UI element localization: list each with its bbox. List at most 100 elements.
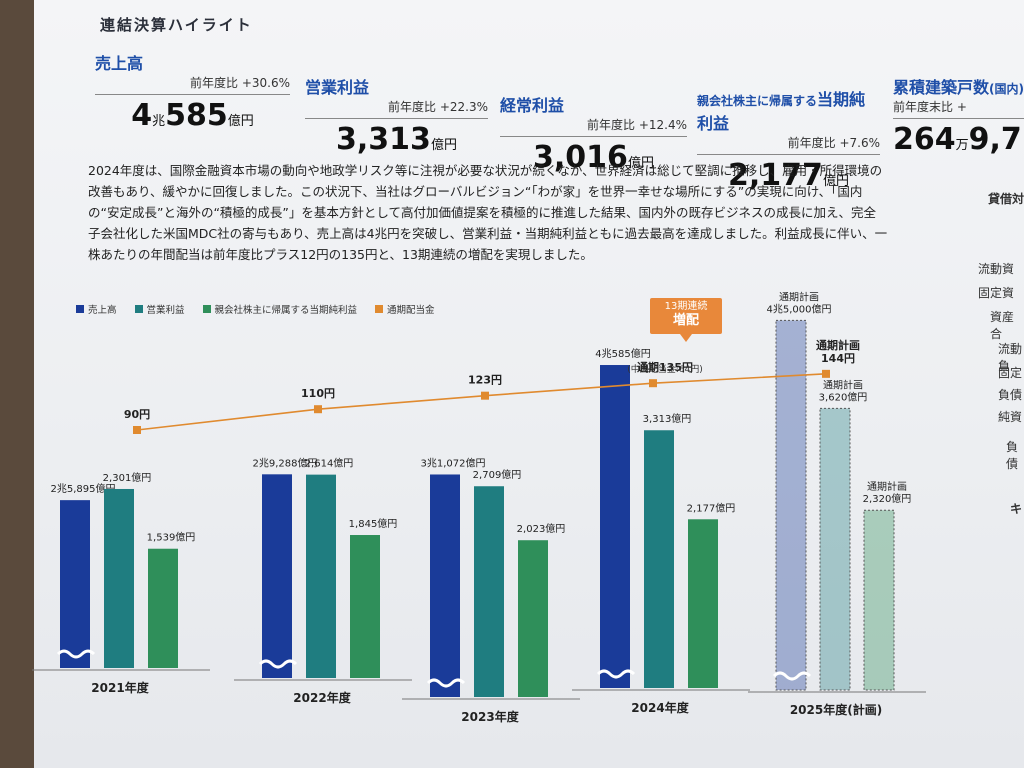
dividend-point	[481, 391, 489, 400]
bar	[262, 474, 292, 678]
kpi-unit-2: 億円	[227, 114, 254, 129]
kpi-ratio: 前年度比 +7.6%	[787, 136, 880, 150]
fragment-text: 純資	[998, 410, 1023, 424]
dividend-point	[314, 405, 322, 414]
kpi-operating-income: 営業利益 前年度比 +22.3% 3,313億円	[305, 74, 488, 157]
bar-value-label: 2兆9,288億円	[253, 456, 318, 469]
bar	[474, 486, 504, 697]
axis-break-mark	[772, 671, 812, 681]
legend-item-netincome: 親会社株主に帰属する当期純利益	[202, 302, 358, 316]
axis-break-mark	[56, 649, 96, 659]
bar	[350, 535, 380, 678]
dividend-label: 123円	[468, 374, 502, 387]
kpi-rule	[500, 136, 687, 137]
bar-value-label: 通期計画	[823, 378, 863, 391]
kpi-value: 4兆585億円	[95, 98, 290, 133]
fragment-text: 負債	[1006, 440, 1019, 471]
bar	[60, 500, 90, 668]
kpi-unit: 万	[955, 138, 969, 153]
kpi-value: 2,177億円	[697, 158, 880, 193]
badge-line1: 13期連続	[664, 301, 708, 312]
dividend-label: 144円	[821, 352, 855, 365]
fragment-text: 負債	[998, 388, 1023, 402]
legend-item-sales: 売上高	[76, 302, 117, 316]
axis-break-mark	[426, 678, 466, 688]
bar	[688, 519, 718, 688]
kpi-cumulative-houses: 累積建築戸数(国内) 前年度末比 + 264万9,7	[893, 74, 1024, 157]
kpi-rule	[305, 118, 488, 119]
fragment-text: 資産合	[990, 310, 1015, 341]
fragment-text: 流動負	[998, 342, 1023, 373]
category-label: 2022年度	[293, 690, 351, 705]
category-label: 2024年度	[631, 700, 689, 715]
fragment-text: 固定	[998, 366, 1023, 380]
kpi-value-main: 3,313	[336, 122, 431, 157]
bar	[775, 319, 807, 691]
fragment-text: 固定資	[978, 286, 1015, 300]
bar-value-label: 2,301億円	[103, 471, 152, 484]
category-label: 2021年度	[91, 680, 149, 695]
bar-value-label: 2,320億円	[863, 492, 912, 505]
bar	[644, 430, 674, 688]
bar-value-label: 3,313億円	[643, 412, 692, 425]
kpi-label-prefix: 親会社株主に帰属する	[697, 94, 818, 108]
kpi-label-suffix: (国内)	[989, 82, 1024, 96]
legend-swatch	[375, 305, 384, 313]
kpi-ratio: 前年度比 +12.4%	[587, 118, 687, 132]
bar	[148, 548, 178, 668]
kpi-value-main: 3,016	[533, 140, 628, 175]
kpi-net-income: 親会社株主に帰属する当期純利益 前年度比 +7.6% 2,177億円	[697, 86, 880, 193]
dividend-note: (中間配当金:64円)	[627, 363, 703, 375]
legend-swatch	[202, 305, 211, 313]
bar-value-label: 通期計画	[867, 480, 907, 493]
dividend-label: 90円	[124, 408, 150, 421]
bar-value-label: 2,023億円	[517, 522, 566, 535]
kpi-unit: 兆	[152, 114, 166, 129]
kpi-unit: 億円	[430, 138, 457, 153]
dividend-label: 通期135円	[637, 360, 693, 374]
bar-value-label: 4兆5,000億円	[767, 302, 832, 315]
kpi-ordinary-income: 経常利益 前年度比 +12.4% 3,016億円	[500, 92, 687, 175]
bar	[430, 474, 460, 697]
dividend-label: 110円	[301, 387, 335, 400]
fragment-text: キ	[1010, 502, 1023, 516]
kpi-unit: 億円	[822, 174, 849, 189]
section-title: 連結決算ハイライト	[100, 16, 253, 34]
dividend-label: 通期計画	[816, 338, 860, 352]
bar	[104, 488, 134, 668]
axis-break-mark	[596, 669, 636, 679]
legend-swatch	[134, 305, 143, 313]
bar-value-label: 3,620億円	[819, 390, 868, 403]
kpi-ratio: 前年度比 +22.3%	[388, 100, 488, 114]
legend-label: 親会社株主に帰属する当期純利益	[214, 305, 358, 316]
legend-item-operating: 営業利益	[134, 302, 185, 316]
kpi-label: 経常利益	[500, 96, 565, 115]
bar-value-label: 2兆5,895億円	[51, 482, 116, 495]
kpi-value-sub: 585	[165, 98, 228, 133]
legend-label: 売上高	[88, 305, 117, 316]
kpi-ratio: 前年度比 +30.6%	[190, 76, 290, 90]
bar-value-label: 4兆585億円	[595, 347, 650, 360]
fragment-text: 貸借対	[988, 192, 1024, 206]
kpi-value: 3,016億円	[500, 140, 687, 175]
bar-value-label: 2,614億円	[305, 457, 354, 470]
kpi-label-main: 当期純利益	[697, 90, 866, 133]
kpi-net-sales: 売上高 前年度比 +30.6% 4兆585億円	[95, 50, 290, 133]
kpi-value-main: 264	[893, 122, 956, 157]
kpi-rule	[95, 94, 290, 95]
kpi-label: 売上高	[95, 54, 144, 73]
bar-value-label: 3兆1,072億円	[421, 456, 486, 469]
kpi-value: 264万9,7	[893, 122, 1024, 157]
kpi-rule	[893, 118, 1024, 119]
bar	[518, 540, 548, 697]
kpi-unit: 億円	[627, 156, 654, 171]
legend-label: 通期配当金	[387, 305, 435, 316]
legend-label: 営業利益	[146, 305, 185, 316]
bar	[600, 365, 630, 688]
kpi-label: 営業利益	[305, 78, 370, 97]
summary-paragraph: 2024年度は、国際金融資本市場の動向や地政学リスク等に注視が必要な状況が続くな…	[88, 163, 888, 262]
bar-value-label: 1,845億円	[349, 517, 398, 530]
bar	[863, 509, 895, 691]
